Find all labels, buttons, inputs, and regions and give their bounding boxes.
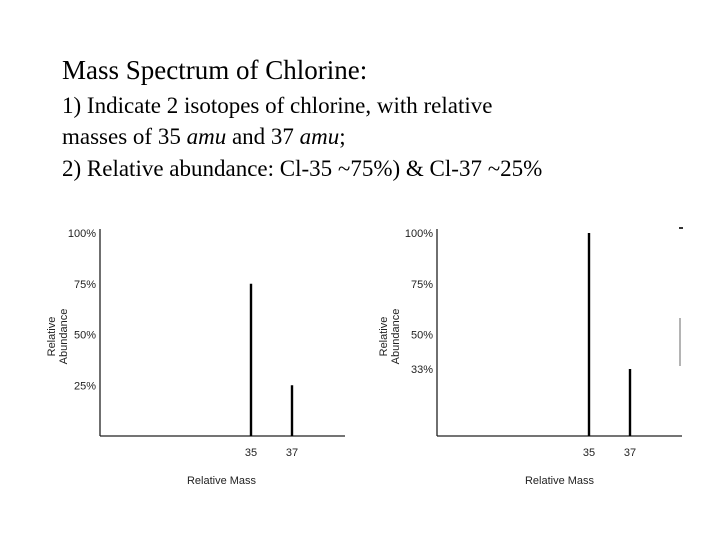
chart-1-y-tick-label: 50% xyxy=(74,330,96,342)
chart-1-y-tick-label: 75% xyxy=(74,279,96,291)
chart-2-y-tick-label: 33% xyxy=(411,364,433,376)
chart-2-x-tick-label: 35 xyxy=(583,447,595,459)
chart-2-y-tick-label: 75% xyxy=(411,279,433,291)
edge-mark xyxy=(679,318,681,366)
chart-2-y-tick-label: 100% xyxy=(405,228,433,240)
chart-1-x-axis-label: Relative Mass xyxy=(187,475,257,487)
point-1-text-c: ; xyxy=(339,124,346,149)
point-2-line: 2) Relative abundance: Cl-35 ~75%) & Cl-… xyxy=(62,156,543,181)
chart-1-y-tick-label: 25% xyxy=(74,380,96,392)
chart-1-y-axis-label: RelativeAbundance xyxy=(46,309,70,365)
chart-2-y-axis-label: RelativeAbundance xyxy=(378,309,402,365)
page-title: Mass Spectrum of Chlorine: xyxy=(62,55,368,85)
chart-2-y-axis-label-line: Relative xyxy=(378,317,390,357)
chart-1-y-axis-label-line: Relative xyxy=(46,317,58,357)
point-1-text-b: and 37 xyxy=(226,124,300,149)
chart-1-y-axis-label-line: Abundance xyxy=(58,309,70,365)
unit-amu-1: amu xyxy=(186,124,227,149)
chart-1-x-tick-label: 37 xyxy=(286,447,298,459)
edge-mark xyxy=(679,227,683,229)
chart-2-x-axis-label: Relative Mass xyxy=(525,475,595,487)
chart-2-y-axis-label-line: Abundance xyxy=(390,309,402,365)
chart-1-x-tick-label: 35 xyxy=(245,447,257,459)
point-1-line-2: masses of 35 amu and 37 amu; xyxy=(62,122,346,152)
chart-2-x-tick-label: 37 xyxy=(624,447,636,459)
chart-1-y-tick-label: 100% xyxy=(68,228,96,240)
chart-2-y-tick-label: 50% xyxy=(411,330,433,342)
point-1-text-a: masses of 35 xyxy=(62,124,187,149)
unit-amu-2: amu xyxy=(299,124,340,149)
point-1-line-1: 1) Indicate 2 isotopes of chlorine, with… xyxy=(62,93,493,118)
